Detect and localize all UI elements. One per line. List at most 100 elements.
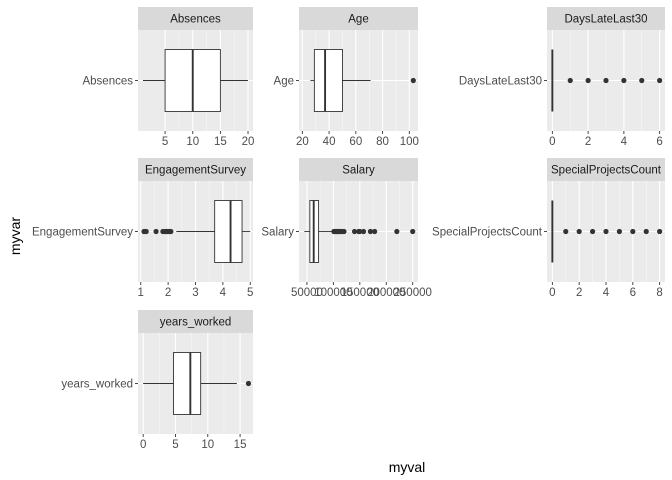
y-tick-label: EngagementSurvey (32, 227, 133, 239)
x-tick-label: 5 (162, 136, 168, 148)
outlier-point (394, 228, 400, 235)
panel-plot (547, 181, 665, 282)
outlier-point (657, 228, 663, 235)
outlier-point (616, 228, 623, 235)
facet-strip-title: EngagementSurvey (145, 165, 246, 177)
facet-strip (138, 158, 253, 181)
x-tick-label: 150000 (341, 287, 379, 299)
outlier-point (245, 380, 252, 387)
iqr-box (313, 49, 343, 112)
facet-panel: Age 20 40 60 80 100 Age (274, 7, 419, 148)
outlier-point (372, 228, 378, 235)
y-tick-label: Absences (82, 76, 133, 88)
x-tick-label: 3 (192, 287, 198, 299)
x-tick-label: 20 (242, 136, 255, 148)
x-tick-label: 1 (138, 287, 144, 299)
outlier-point (360, 228, 367, 235)
iqr-box (214, 200, 243, 263)
x-tick-label: 0 (549, 136, 555, 148)
facet-strip (299, 7, 418, 30)
facet-strip (547, 158, 665, 181)
outlier-point (563, 228, 569, 235)
outlier-point (576, 228, 582, 235)
y-tick-label: DaysLateLast30 (459, 76, 542, 88)
x-tick-label: 15 (234, 439, 247, 451)
x-tick-label: 0 (549, 287, 555, 299)
x-tick-label: 8 (656, 287, 662, 299)
facet-strip (138, 310, 253, 333)
outlier-point (567, 77, 573, 84)
x-tick-label: 250000 (394, 287, 432, 299)
x-tick-label: 60 (349, 136, 362, 148)
facet-strip (547, 7, 665, 30)
x-tick-label: 100 (400, 136, 419, 148)
outlier-point (153, 228, 159, 235)
facet-panel: SpecialProjectsCount 0 2 4 6 8 SpecialProjects… (432, 158, 665, 299)
x-axis-title: myval (389, 459, 426, 475)
x-tick-label: 10 (186, 136, 199, 148)
outlier-point (589, 228, 596, 235)
y-tick-label: years_worked (61, 379, 133, 391)
outlier-point (639, 77, 645, 84)
x-tick-label: 2 (585, 136, 591, 148)
x-tick-label: 0 (140, 439, 146, 451)
x-tick-label: 100000 (314, 287, 352, 299)
x-tick-label: 5 (172, 439, 178, 451)
panel-plot (547, 30, 665, 131)
facet-panel: Absences 5 10 15 20 Absences (82, 7, 254, 148)
outlier-point (351, 228, 358, 235)
facet-strip (138, 7, 253, 30)
outlier-point (621, 77, 627, 84)
outlier-point (410, 228, 416, 235)
panel-plot (138, 333, 253, 434)
outlier-point (367, 228, 373, 235)
x-tick-label: 5 (247, 287, 253, 299)
facet-strip-title: Absences (170, 14, 221, 26)
iqr-box (173, 352, 202, 415)
panel-plot (299, 181, 418, 282)
x-tick-label: 4 (603, 287, 610, 299)
x-tick-label: 10 (201, 439, 214, 451)
outlier-point (603, 77, 609, 84)
x-tick-label: 2 (576, 287, 582, 299)
outlier-point (410, 77, 416, 84)
facet-strip-title: Age (348, 14, 368, 26)
outlier-point (143, 228, 149, 235)
x-tick-label: 40 (323, 136, 336, 148)
facet-panel: EngagementSurvey 1 2 3 4 5 EngagementSurvey (32, 158, 253, 299)
panel-plot (138, 30, 253, 131)
facet-strip-title: DaysLateLast30 (564, 14, 647, 26)
x-tick-label: 4 (621, 136, 628, 148)
facet-strip-title: Salary (342, 165, 375, 177)
outlier-point (643, 228, 649, 235)
x-tick-label: 6 (630, 287, 636, 299)
x-tick-label: 15 (214, 136, 227, 148)
outlier-point (603, 228, 609, 235)
panel-plot (138, 181, 253, 282)
y-tick-label: Age (274, 76, 294, 88)
facet-panel: years_worked 0 5 10 15 years_worked (61, 310, 253, 451)
outlier-point (657, 77, 663, 84)
x-tick-label: 50000 (291, 287, 323, 299)
y-axis-title: myvar (7, 217, 23, 255)
x-tick-label: 4 (220, 287, 227, 299)
outlier-point (585, 77, 591, 84)
outlier-point (341, 228, 347, 235)
y-tick-label: Salary (261, 227, 294, 239)
x-tick-label: 80 (376, 136, 389, 148)
outlier-point (357, 228, 363, 235)
y-tick-label: SpecialProjectsCount (432, 227, 543, 239)
facet-strip-title: SpecialProjectsCount (551, 165, 662, 177)
facet-panel: DaysLateLast30 0 2 4 6 DaysLateLast30 (459, 7, 665, 148)
x-tick-label: 2 (165, 287, 171, 299)
facet-strip (299, 158, 418, 181)
facet-strip-title: years_worked (160, 317, 232, 329)
panel-plot (299, 30, 418, 131)
x-tick-label: 6 (656, 136, 662, 148)
x-tick-label: 20 (296, 136, 309, 148)
outlier-point (168, 228, 174, 235)
outlier-point (630, 228, 636, 235)
